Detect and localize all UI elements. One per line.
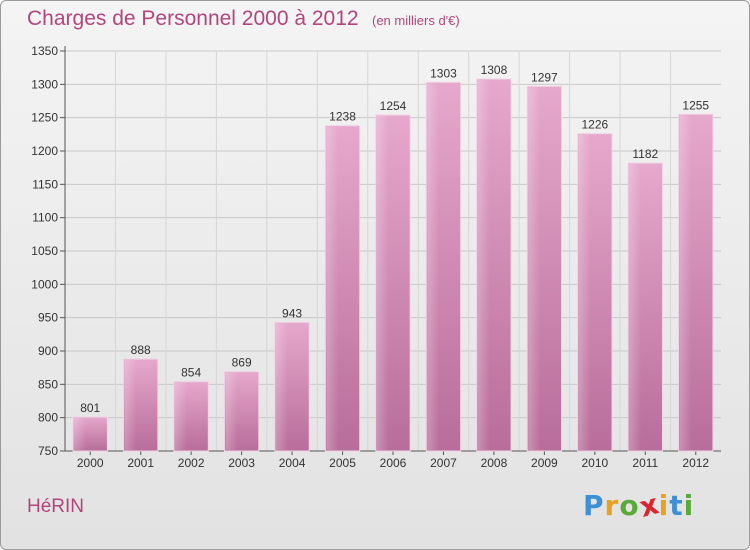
value-label: 1182	[632, 147, 658, 161]
x-tick-label: 2012	[682, 456, 709, 470]
y-tick-label: 1050	[31, 244, 58, 258]
value-label: 854	[181, 366, 201, 380]
y-tick-label: 750	[38, 444, 58, 458]
y-tick-label: 900	[38, 344, 58, 358]
value-label: 1303	[430, 66, 457, 80]
value-label: 1297	[531, 70, 558, 84]
bar-highlight	[477, 80, 490, 450]
logo-letter: i	[683, 489, 695, 522]
labels: 750 800 850 900 950 1000 1050 1100 1150 1200 1250 1…	[31, 44, 709, 470]
y-tick-label: 1350	[31, 44, 58, 58]
x-tick-label: 2006	[380, 456, 407, 470]
y-tick-label: 1000	[31, 277, 58, 291]
x-tick-label: 2005	[329, 456, 356, 470]
x-tick-label: 2004	[279, 456, 306, 470]
bar-highlight	[679, 115, 692, 450]
value-label: 1238	[329, 110, 356, 124]
commune-name: HéRIN	[27, 496, 85, 517]
proxiti-logo: Proxiti	[583, 487, 695, 524]
logo-letter: P	[583, 489, 605, 522]
value-label: 869	[232, 356, 252, 370]
bar-highlight	[124, 360, 137, 450]
value-label: 1254	[380, 99, 407, 113]
logo-letter: o	[619, 489, 640, 522]
x-tick-label: 2011	[632, 456, 658, 470]
chart-title: Charges de Personnel 2000 à 2012	[27, 7, 359, 30]
bar-highlight	[376, 116, 389, 450]
x-tick-label: 2010	[581, 456, 608, 470]
y-tick-label: 1300	[31, 77, 58, 91]
x-tick-label: 2009	[531, 456, 558, 470]
bar-highlight	[225, 372, 238, 450]
value-label: 1255	[682, 98, 709, 112]
chart-subtitle: (en milliers d'€)	[372, 13, 460, 28]
bars	[72, 78, 714, 452]
value-label: 1308	[481, 63, 508, 77]
y-tick-label: 1150	[32, 177, 58, 191]
bar-highlight	[427, 83, 440, 450]
logo-letter: i	[658, 489, 670, 522]
value-label: 1226	[581, 118, 608, 132]
bar-highlight	[275, 323, 288, 450]
y-tick-label: 950	[38, 311, 58, 325]
bar-highlight	[174, 382, 188, 450]
bar-highlight	[578, 134, 591, 450]
y-tick-label: 850	[38, 377, 58, 391]
value-label: 801	[80, 401, 100, 415]
x-tick-label: 2000	[77, 456, 104, 470]
x-tick-label: 2007	[430, 456, 457, 470]
y-tick-label: 1100	[32, 211, 58, 225]
value-label: 888	[131, 343, 151, 357]
logo-letter: r	[604, 489, 620, 522]
logo-letter: t	[669, 489, 684, 522]
bar-highlight	[528, 87, 541, 450]
bar-highlight	[629, 164, 642, 450]
value-label: 943	[282, 306, 302, 320]
bar-highlight	[74, 418, 87, 450]
bar-highlight	[326, 126, 339, 451]
x-tick-label: 2008	[481, 456, 508, 470]
x-tick-label: 2002	[178, 456, 205, 470]
x-tick-label: 2001	[127, 456, 154, 470]
y-tick-label: 800	[38, 411, 58, 425]
x-tick-label: 2003	[228, 456, 255, 470]
y-tick-label: 1200	[31, 144, 58, 158]
y-tick-label: 1250	[31, 111, 58, 125]
